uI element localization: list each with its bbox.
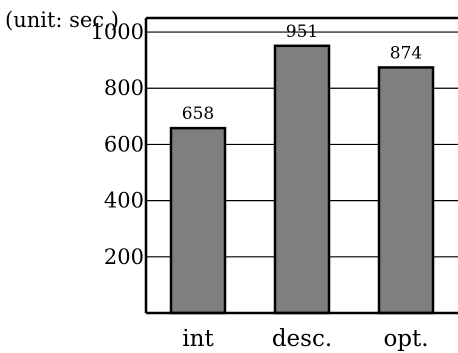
y-tick-label: 600 — [104, 132, 144, 156]
bar-opt — [377, 66, 435, 315]
data-label: 951 — [286, 22, 318, 42]
y-tick-label: 400 — [104, 189, 144, 213]
y-tick-label: 800 — [104, 76, 144, 100]
bars: 658 951 874 — [169, 22, 435, 315]
axes: (unit: sec.) 200 400 600 800 1000 int desc. opt… — [5, 8, 458, 352]
y-tick-label: 1000 — [91, 20, 144, 44]
unit-label: (unit: sec.) — [5, 8, 119, 32]
x-tick-label: desc. — [272, 326, 332, 352]
x-tick-label: opt. — [383, 326, 428, 352]
data-label: 658 — [182, 104, 214, 124]
x-tick-label: int — [182, 326, 214, 352]
y-tick-label: 200 — [104, 245, 144, 269]
data-label: 874 — [390, 43, 422, 63]
bar-int — [169, 126, 227, 315]
bar-desc — [273, 44, 331, 315]
